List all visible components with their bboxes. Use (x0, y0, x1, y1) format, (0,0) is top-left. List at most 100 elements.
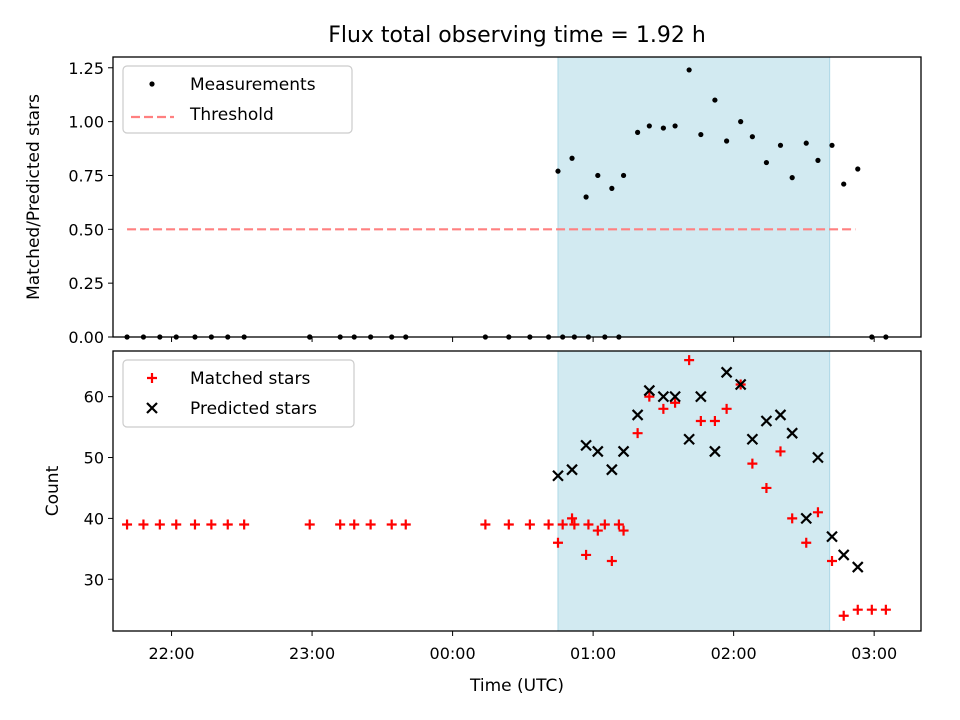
x-axis-label: Time (UTC) (469, 676, 564, 696)
measurement-point (609, 185, 615, 191)
measurement-point (635, 129, 641, 135)
matched-star-point (154, 519, 165, 530)
matched-star-point (613, 519, 624, 530)
chart-title: Flux total observing time = 1.92 h (328, 23, 706, 48)
observing-window (557, 350, 831, 632)
matched-star-point (503, 519, 514, 530)
matched-star-point (349, 519, 360, 530)
measurement-point (815, 157, 821, 163)
legend-marker-measurements (149, 81, 155, 87)
matched-star-point (567, 513, 578, 524)
matched-star-point (543, 519, 554, 530)
ratio-panel: 0.00 0.25 0.50 0.75 1.00 1.25 Matched/Predicte… (24, 56, 922, 347)
measurement-point (583, 194, 589, 200)
matched-star-point (400, 519, 411, 530)
matched-star-point (632, 428, 643, 439)
matched-star-point (171, 519, 182, 530)
x-tick-label: 03:00 (851, 644, 897, 663)
measurement-point (569, 155, 575, 161)
predicted-star-point (812, 451, 824, 464)
observing-window (557, 56, 831, 338)
measurement-point (841, 181, 847, 187)
axes-frame (112, 56, 922, 338)
y-tick-label: 40 (84, 509, 104, 528)
predicted-star-point (631, 409, 644, 421)
matched-star-point (122, 519, 133, 530)
matched-star-point (557, 519, 568, 530)
matched-star-point (222, 519, 233, 530)
measurement-point (595, 172, 601, 179)
matched-star-point (852, 604, 863, 615)
matched-star-point (552, 537, 563, 548)
matched-star-point (606, 556, 617, 566)
measurement-point (789, 175, 795, 181)
predicted-star-point (709, 445, 721, 458)
matched-star-point (721, 403, 732, 414)
matched-star-point (592, 525, 603, 536)
predicted-star-point (643, 384, 656, 397)
y-tick-label: 30 (84, 570, 104, 589)
measurement-point (686, 67, 692, 73)
predicted-star-point (606, 463, 618, 476)
legend-label: Measurements (190, 75, 316, 95)
predicted-star-point (592, 445, 604, 458)
measurement-point (724, 138, 730, 144)
legend-marker-matched (147, 373, 157, 383)
matched-star-point (787, 513, 798, 524)
measurement-point (698, 131, 704, 138)
matched-star-point (684, 355, 695, 366)
legend: Measurements Threshold (122, 65, 353, 134)
x-tick-label: 01:00 (570, 644, 616, 663)
y-tick-label: 0.50 (68, 220, 104, 239)
measurement-point (738, 119, 744, 125)
matched-star-point (581, 549, 592, 560)
matched-star-point (838, 610, 849, 621)
predicted-star-point (746, 433, 759, 446)
predicted-star-point (617, 445, 630, 458)
matched-star-point (775, 446, 786, 457)
measurement-point (763, 159, 770, 166)
matched-star-point (335, 519, 346, 530)
measurement-point (855, 166, 861, 172)
y-tick-label: 50 (84, 449, 104, 468)
y-tick-label: 1.00 (68, 113, 104, 132)
measurement-point (829, 142, 835, 148)
predicted-star-point (720, 366, 733, 379)
measurement-point (777, 142, 784, 148)
matched-star-point (480, 519, 491, 530)
predicted-star-point (734, 378, 747, 391)
legend-box (122, 359, 355, 428)
measurement-point (620, 172, 627, 179)
matched-star-point (761, 482, 772, 493)
x-tick-label: 22:00 (148, 644, 194, 663)
matched-star-point (304, 519, 315, 530)
predicted-star-point (786, 427, 798, 439)
matched-star-point (644, 391, 655, 402)
legend: Matched stars Predicted stars (122, 359, 355, 428)
y-tick-label: 60 (84, 388, 104, 407)
x-tick-label: 00:00 (430, 644, 476, 663)
legend-label: Threshold (189, 105, 274, 125)
x-tick-label: 23:00 (289, 644, 335, 663)
measurement-point (749, 134, 755, 140)
legend-label: Predicted stars (190, 399, 317, 419)
predicted-star-point (580, 439, 592, 452)
predicted-star-point (695, 390, 707, 403)
measurement-point (555, 168, 561, 174)
matched-star-point (524, 519, 535, 530)
predicted-star-point (669, 390, 681, 403)
predicted-star-point (683, 433, 695, 446)
predicted-star-point (851, 561, 864, 573)
y-tick-label: 0.00 (68, 328, 104, 347)
matched-star-point (618, 525, 629, 536)
matched-star-point (801, 537, 812, 548)
measurement-point (712, 97, 718, 103)
matched-star-point (239, 519, 250, 530)
matched-star-point (812, 507, 823, 518)
y-tick-label: 0.25 (68, 274, 104, 293)
matched-star-point (365, 519, 376, 530)
y-axis-label: Count (43, 465, 63, 516)
y-axis-label: Matched/Predicted stars (24, 94, 44, 300)
measurement-point (803, 140, 809, 146)
